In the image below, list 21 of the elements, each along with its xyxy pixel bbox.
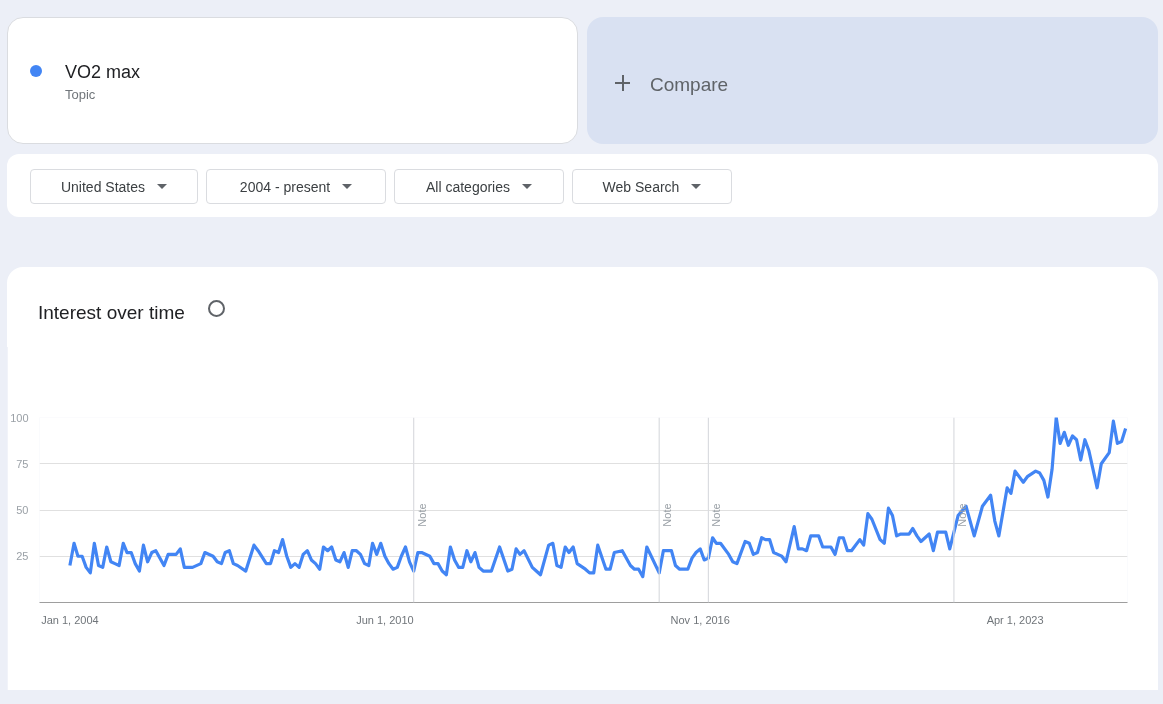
x-tick-label: Jan 1, 2004 bbox=[41, 613, 99, 626]
text: 2004 - present bbox=[239, 177, 331, 197]
text: Web Search bbox=[602, 177, 680, 197]
x-tick-label: Apr 1, 2023 bbox=[986, 613, 1044, 626]
y-tick-label: 75 bbox=[16, 457, 29, 470]
text: Topic bbox=[65, 86, 96, 104]
legend-label: VO2 max bbox=[65, 61, 141, 84]
text: All categories bbox=[425, 177, 511, 197]
y-tick-label: 25 bbox=[16, 550, 29, 563]
ref-line-label: Note bbox=[955, 503, 968, 527]
y-tick-label: 50 bbox=[16, 504, 29, 516]
chart-title: Interest over time bbox=[38, 301, 185, 325]
ref-line-label: Note bbox=[710, 503, 723, 527]
x-tick-label: Nov 1, 2016 bbox=[670, 613, 730, 626]
line-series bbox=[68, 417, 1128, 579]
text: United States bbox=[60, 177, 146, 197]
ref-line-label: Note bbox=[415, 503, 428, 527]
y-tick-label: 100 bbox=[10, 411, 29, 424]
x-tick-label: Jun 1, 2010 bbox=[356, 613, 414, 626]
text: Compare bbox=[650, 73, 729, 97]
ref-line-label: Note bbox=[661, 503, 674, 527]
